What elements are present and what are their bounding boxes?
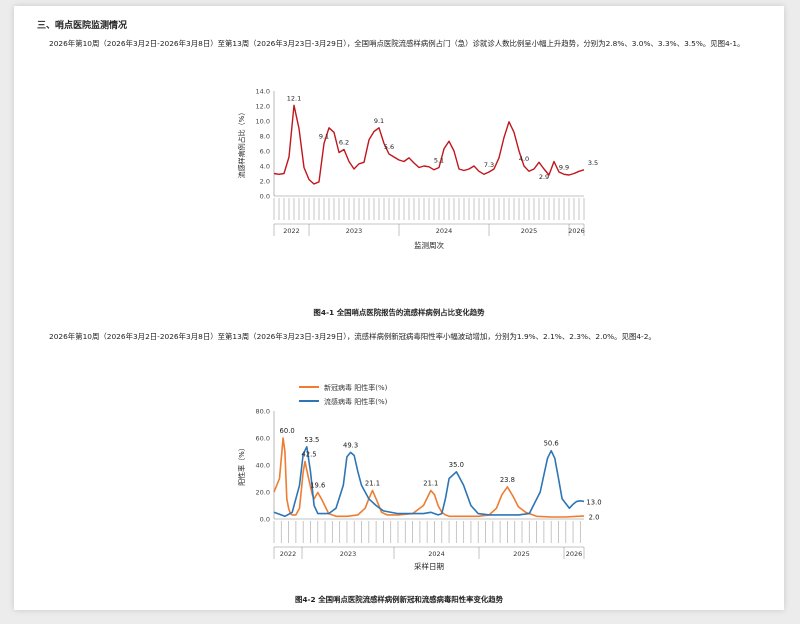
y-tick-label: 40.0: [256, 462, 270, 470]
year-label: 2025: [513, 550, 530, 558]
covid-series-line: [273, 437, 585, 518]
flu-series-line: [273, 446, 585, 518]
data-label: 12.1: [287, 94, 301, 102]
year-label: 2022: [280, 550, 297, 558]
data-label: 9.1: [374, 117, 384, 125]
y-tick-label: 0.0: [260, 193, 270, 201]
y-tick-label: 60.0: [256, 435, 270, 443]
data-label: 60.0: [280, 427, 295, 435]
x-axis-label: 监测周次: [414, 240, 444, 250]
year-label: 2023: [340, 550, 357, 558]
data-label: 5.6: [384, 143, 394, 151]
figure-4-2-caption: 图4-2 全国哨点医院流感样病例新冠和流感病毒阳性率变化趋势: [294, 595, 504, 604]
y-tick-label: 14.0: [256, 88, 270, 96]
data-label: 19.6: [310, 482, 325, 490]
chart-ili-percentage: 0.0 2.0 4.0 6.0 8.0 10.0 12.0 14.0 流感样病例占比（%） 202…: [237, 88, 598, 251]
data-label: 13.0: [586, 498, 601, 506]
data-label: 5.1: [434, 157, 444, 165]
data-label: 21.1: [365, 480, 380, 488]
y-tick-label: 80.0: [256, 408, 270, 416]
year-label: 2024: [428, 550, 445, 558]
report-page: 三、哨点医院监测情况 2026年第10周（2026年3月2日-2026年3月8日…: [14, 6, 784, 610]
year-label: 2023: [346, 227, 363, 235]
y-tick-label: 8.0: [260, 133, 270, 141]
paragraph-ili-trend: 2026年第10周（2026年3月2日-2026年3月8日）至第13周（2026…: [49, 39, 745, 48]
data-label: 9.1: [319, 133, 329, 141]
data-label: 35.0: [449, 461, 464, 469]
data-label: 53.5: [304, 436, 319, 444]
y-tick-label: 12.0: [256, 103, 270, 111]
legend-label: 新冠病毒 阳性率(%): [324, 383, 388, 392]
ili-series-line: [273, 104, 585, 185]
y-tick-label: 4.0: [260, 163, 270, 171]
year-label: 2025: [521, 227, 538, 235]
paragraph-positive-rate: 2026年第10周（2026年3月2日-2026年3月8日）至第13周（2026…: [49, 332, 656, 341]
y-tick-label: 10.0: [256, 118, 270, 126]
year-label: 2024: [436, 227, 453, 235]
data-label: 9.9: [559, 163, 569, 171]
y-tick-label: 2.0: [260, 178, 270, 186]
data-label: 6.2: [339, 139, 349, 147]
data-label: 21.1: [423, 480, 438, 488]
legend-label: 流感病毒 阳性率(%): [324, 397, 388, 406]
year-label: 2026: [566, 550, 583, 558]
data-label: 42.5: [301, 451, 316, 459]
chart-positive-rate: 新冠病毒 阳性率(%) 流感病毒 阳性率(%) 0.0 20.0 40.0 60.0 80.…: [237, 383, 602, 571]
data-label: 4.0: [519, 155, 529, 163]
y-tick-label: 0.0: [260, 516, 270, 524]
data-label: 49.3: [343, 441, 358, 449]
y-tick-label: 20.0: [256, 489, 270, 497]
data-label: 2.0: [589, 513, 600, 521]
figure-4-1-caption: 图4-1 全国哨点医院报告的流感样病例占比变化趋势: [313, 308, 485, 317]
y-axis-label: 流感样病例占比（%）: [237, 109, 246, 179]
x-axis-label: 采样日期: [414, 561, 444, 571]
data-label: 3.5: [588, 159, 598, 167]
y-axis-label: 阳性率（%）: [237, 444, 246, 486]
year-label: 2026: [568, 227, 585, 235]
data-label: 7.3: [484, 161, 494, 169]
data-label: 23.8: [500, 476, 515, 484]
data-label: 50.6: [544, 440, 559, 448]
section-title: 三、哨点医院监测情况: [37, 21, 128, 31]
year-label: 2022: [283, 227, 300, 235]
y-tick-label: 6.0: [260, 148, 270, 156]
data-label: 2.9: [539, 173, 549, 181]
